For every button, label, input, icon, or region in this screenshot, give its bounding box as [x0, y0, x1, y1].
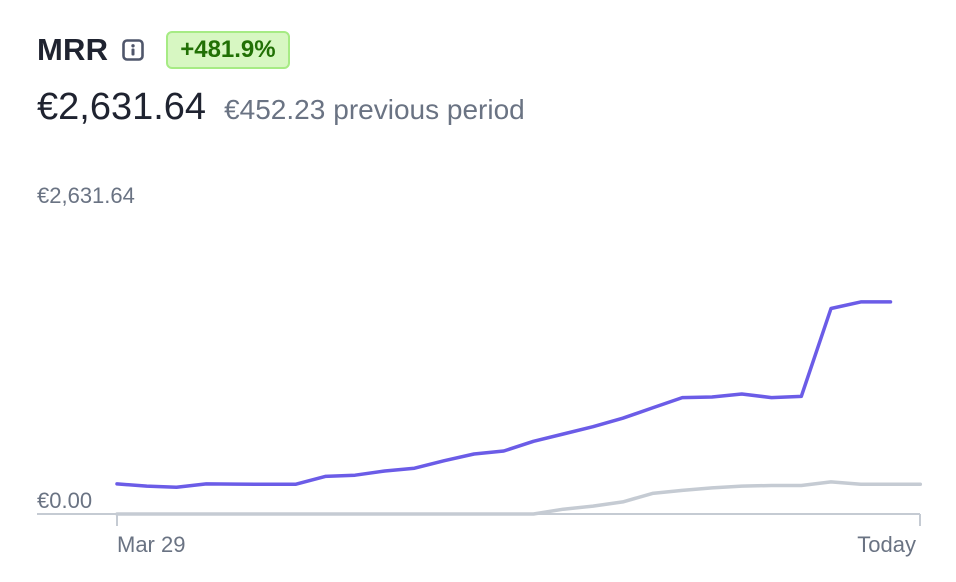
metric-values: €2,631.64 €452.23 previous period	[37, 86, 525, 129]
previous-label: previous period	[333, 94, 525, 125]
info-icon-glyph	[122, 39, 145, 61]
previous-value: €452.23	[224, 94, 326, 125]
series-line-current-period	[115, 300, 893, 490]
x-tick-label-end: Today	[857, 532, 916, 557]
metric-title: MRR	[37, 32, 109, 67]
x-tick-label-start: Mar 29	[117, 532, 185, 557]
y-tick-label-min: €0.00	[37, 488, 92, 513]
info-icon[interactable]	[122, 39, 145, 61]
series-line-previous-period	[115, 480, 923, 516]
current-value: €2,631.64	[37, 86, 207, 128]
metric-header: MRR +481.9%	[37, 28, 290, 72]
y-tick-label-max: €2,631.64	[37, 183, 135, 208]
change-badge: +481.9%	[166, 31, 290, 69]
